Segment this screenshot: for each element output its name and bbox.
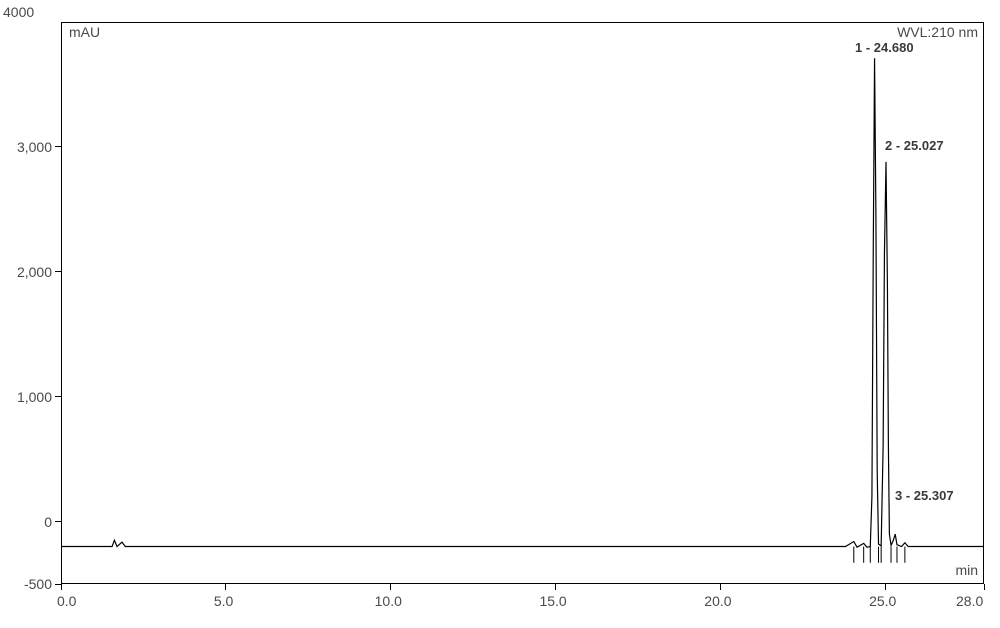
y-tick-label: 0 (44, 514, 52, 530)
trace-svg (0, 0, 1000, 628)
x-tick-label: 25.0 (869, 593, 896, 609)
y-unit-label: mAU (69, 24, 100, 40)
chromatogram-chart: 4000 mAU min WVL:210 nm -500 0 1,000 2,000 3… (0, 0, 1000, 628)
x-tick (555, 584, 556, 590)
x-tick-label: 10.0 (375, 593, 402, 609)
y-tick-label: 2,000 (17, 264, 52, 280)
x-tick-label: 28.0 (956, 593, 983, 609)
peak-label: 3 - 25.307 (895, 488, 954, 503)
y-tick-label: 1,000 (17, 389, 52, 405)
x-tick (720, 584, 721, 590)
x-tick-label: 15.0 (539, 593, 566, 609)
y-tick (55, 146, 61, 147)
y-tick (55, 396, 61, 397)
y-tick-label: -500 (24, 576, 52, 592)
x-tick-label: 0.0 (57, 593, 76, 609)
x-tick-label: 20.0 (704, 593, 731, 609)
y-tick (55, 521, 61, 522)
y-tick-label: 3,000 (17, 139, 52, 155)
x-tick (225, 584, 226, 590)
y-top-outer-label: 4000 (3, 4, 34, 20)
x-tick (61, 584, 62, 590)
x-tick-label: 5.0 (214, 593, 233, 609)
wavelength-label: WVL:210 nm (897, 24, 978, 40)
y-tick (55, 271, 61, 272)
chromatogram-trace (61, 58, 984, 547)
x-tick (885, 584, 886, 590)
peak-label: 2 - 25.027 (885, 138, 944, 153)
x-tick (390, 584, 391, 590)
x-unit-label: min (955, 562, 978, 578)
x-tick (984, 584, 985, 590)
peak-label: 1 - 24.680 (855, 40, 914, 55)
